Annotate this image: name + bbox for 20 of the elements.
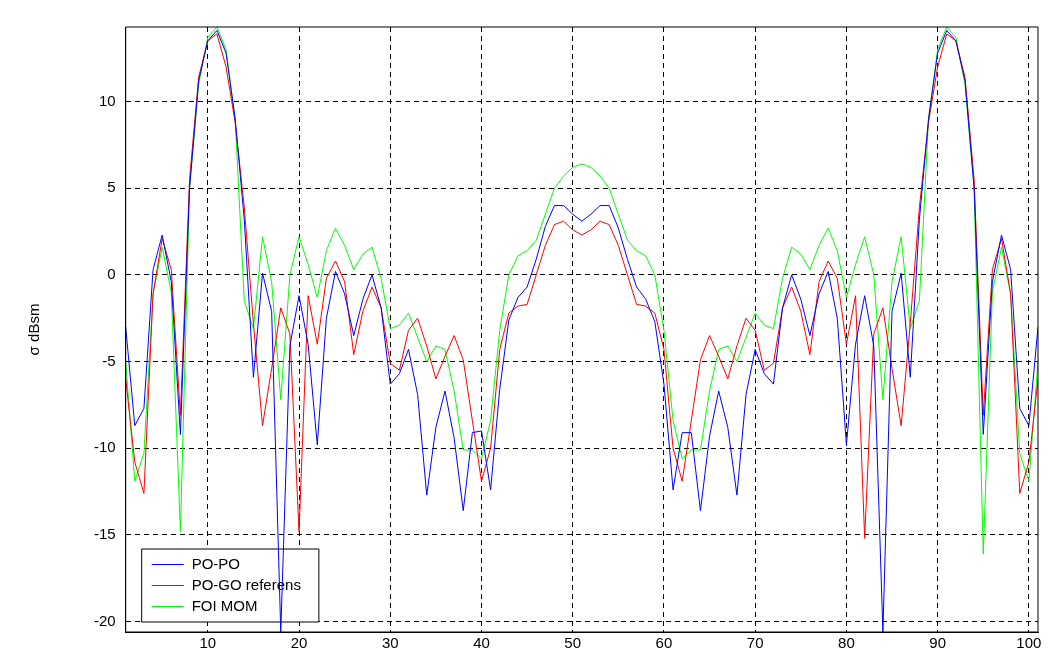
y-tick-label: -20 <box>93 611 116 629</box>
y-tick-label: -5 <box>102 351 116 369</box>
y-tick-label: -15 <box>93 525 116 543</box>
x-tick-label: 10 <box>199 634 217 652</box>
x-tick-label: 20 <box>290 634 308 652</box>
x-tick-label: 40 <box>473 634 490 652</box>
y-tick-label: 10 <box>98 91 116 109</box>
x-tick-label: 100 <box>1016 634 1042 652</box>
x-tick-label: 30 <box>381 634 399 652</box>
legend-label: FOI MOM <box>191 596 258 614</box>
y-tick-label: 5 <box>107 178 116 196</box>
x-tick-label: 90 <box>929 634 946 652</box>
y-tick-label: 0 <box>107 265 116 283</box>
x-tick-label: 80 <box>838 634 855 652</box>
legend-label: PO-PO <box>191 554 241 572</box>
x-tick-label: 50 <box>564 634 582 652</box>
y-tick-label: -10 <box>93 438 116 456</box>
y-axis-title: σ dBsm <box>25 303 43 356</box>
x-tick-label: 70 <box>746 634 764 652</box>
x-tick-label: 60 <box>655 634 673 652</box>
